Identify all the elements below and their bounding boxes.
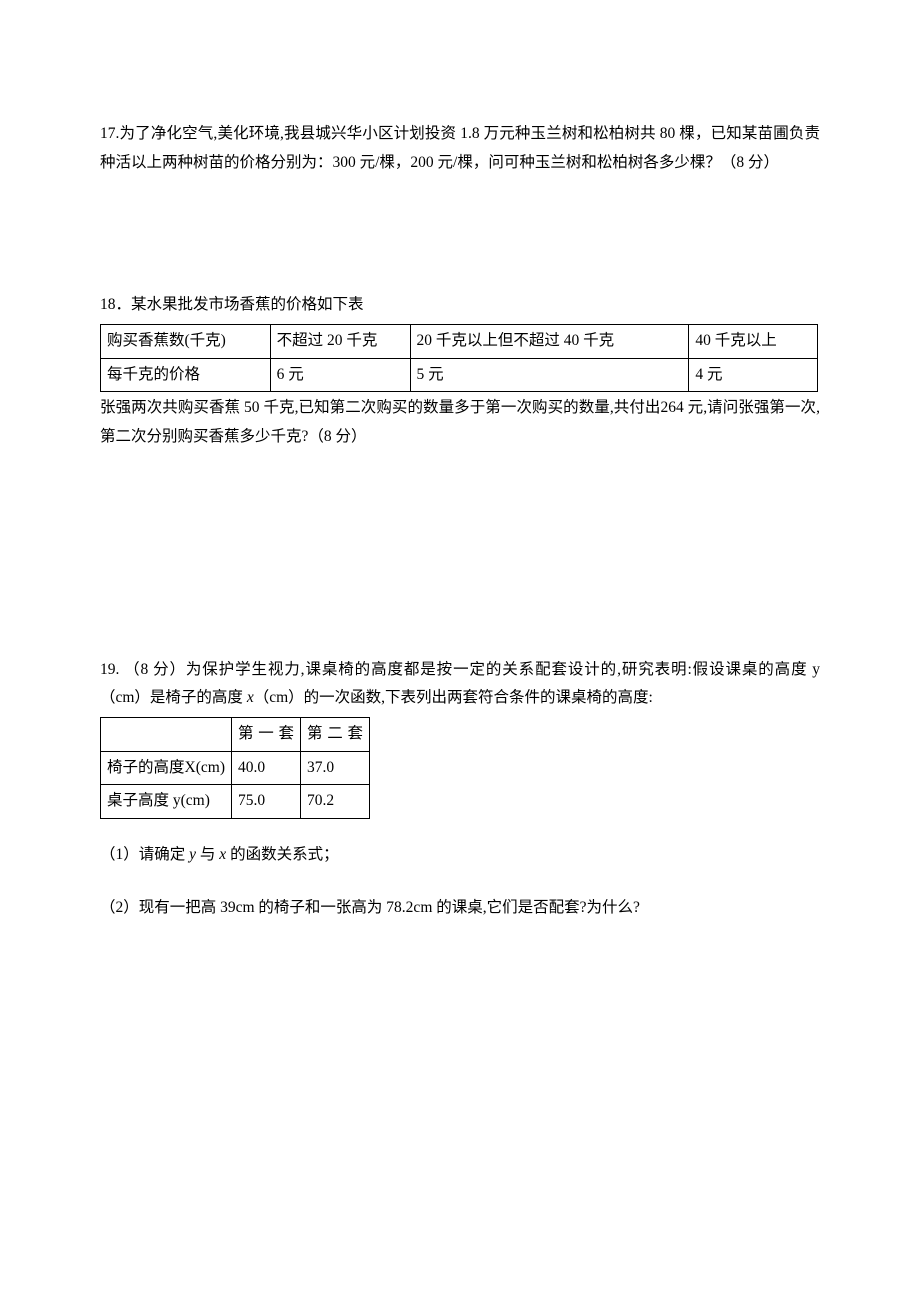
- table-row: 每千克的价格 6 元 5 元 4 元: [101, 358, 818, 392]
- table-cell: 第二套: [301, 718, 370, 752]
- spacer: [100, 821, 820, 841]
- spacer: [100, 181, 820, 291]
- question-18-body: 张强两次共购买香蕉 50 千克,已知第二次购买的数量多于第一次购买的数量,共付出…: [100, 394, 820, 451]
- text-fragment: （cm）的一次函数,下表列出两套符合条件的课桌椅的高度:: [254, 689, 653, 706]
- text-fragment: （1）请确定: [100, 846, 189, 863]
- table-cell: 椅子的高度X(cm): [101, 751, 232, 785]
- table-cell: 75.0: [232, 785, 301, 819]
- var-x: x: [247, 689, 254, 706]
- table-row: 第一套 第二套: [101, 718, 370, 752]
- spacer: [100, 456, 820, 656]
- question-19-part1: （1）请确定 y 与 x 的函数关系式；: [100, 841, 820, 870]
- table-cell: 37.0: [301, 751, 370, 785]
- question-19-intro: 19. （8 分）为保护学生视力,课桌椅的高度都是按一定的关系配套设计的,研究表…: [100, 656, 820, 713]
- table-cell: 购买香蕉数(千克): [101, 325, 271, 359]
- text-fragment: 的函数关系式；: [226, 846, 338, 863]
- text-fragment: 与: [196, 846, 219, 863]
- table-cell: 6 元: [270, 358, 410, 392]
- question-17: 17.为了净化空气,美化环境,我县城兴华小区计划投资 1.8 万元种玉兰树和松柏…: [100, 120, 820, 177]
- table-cell: 40 千克以上: [689, 325, 818, 359]
- table-cell: 5 元: [410, 358, 689, 392]
- table-cell: 40.0: [232, 751, 301, 785]
- table-cell: 20 千克以上但不超过 40 千克: [410, 325, 689, 359]
- table-cell: 每千克的价格: [101, 358, 271, 392]
- table-cell: 70.2: [301, 785, 370, 819]
- q18-price-table: 购买香蕉数(千克) 不超过 20 千克 20 千克以上但不超过 40 千克 40…: [100, 324, 818, 392]
- question-19-part2: （2）现有一把高 39cm 的椅子和一张高为 78.2cm 的课桌,它们是否配套…: [100, 894, 820, 923]
- question-18-intro: 18．某水果批发市场香蕉的价格如下表: [100, 291, 820, 320]
- table-cell: 桌子高度 y(cm): [101, 785, 232, 819]
- table-cell: [101, 718, 232, 752]
- table-cell: 4 元: [689, 358, 818, 392]
- table-cell: 第一套: [232, 718, 301, 752]
- q19-height-table: 第一套 第二套 椅子的高度X(cm) 40.0 37.0 桌子高度 y(cm) …: [100, 717, 370, 819]
- table-cell: 不超过 20 千克: [270, 325, 410, 359]
- var-y: y: [189, 846, 196, 863]
- table-row: 椅子的高度X(cm) 40.0 37.0: [101, 751, 370, 785]
- document-page: 17.为了净化空气,美化环境,我县城兴华小区计划投资 1.8 万元种玉兰树和松柏…: [0, 0, 920, 1046]
- table-row: 购买香蕉数(千克) 不超过 20 千克 20 千克以上但不超过 40 千克 40…: [101, 325, 818, 359]
- spacer: [100, 874, 820, 894]
- table-row: 桌子高度 y(cm) 75.0 70.2: [101, 785, 370, 819]
